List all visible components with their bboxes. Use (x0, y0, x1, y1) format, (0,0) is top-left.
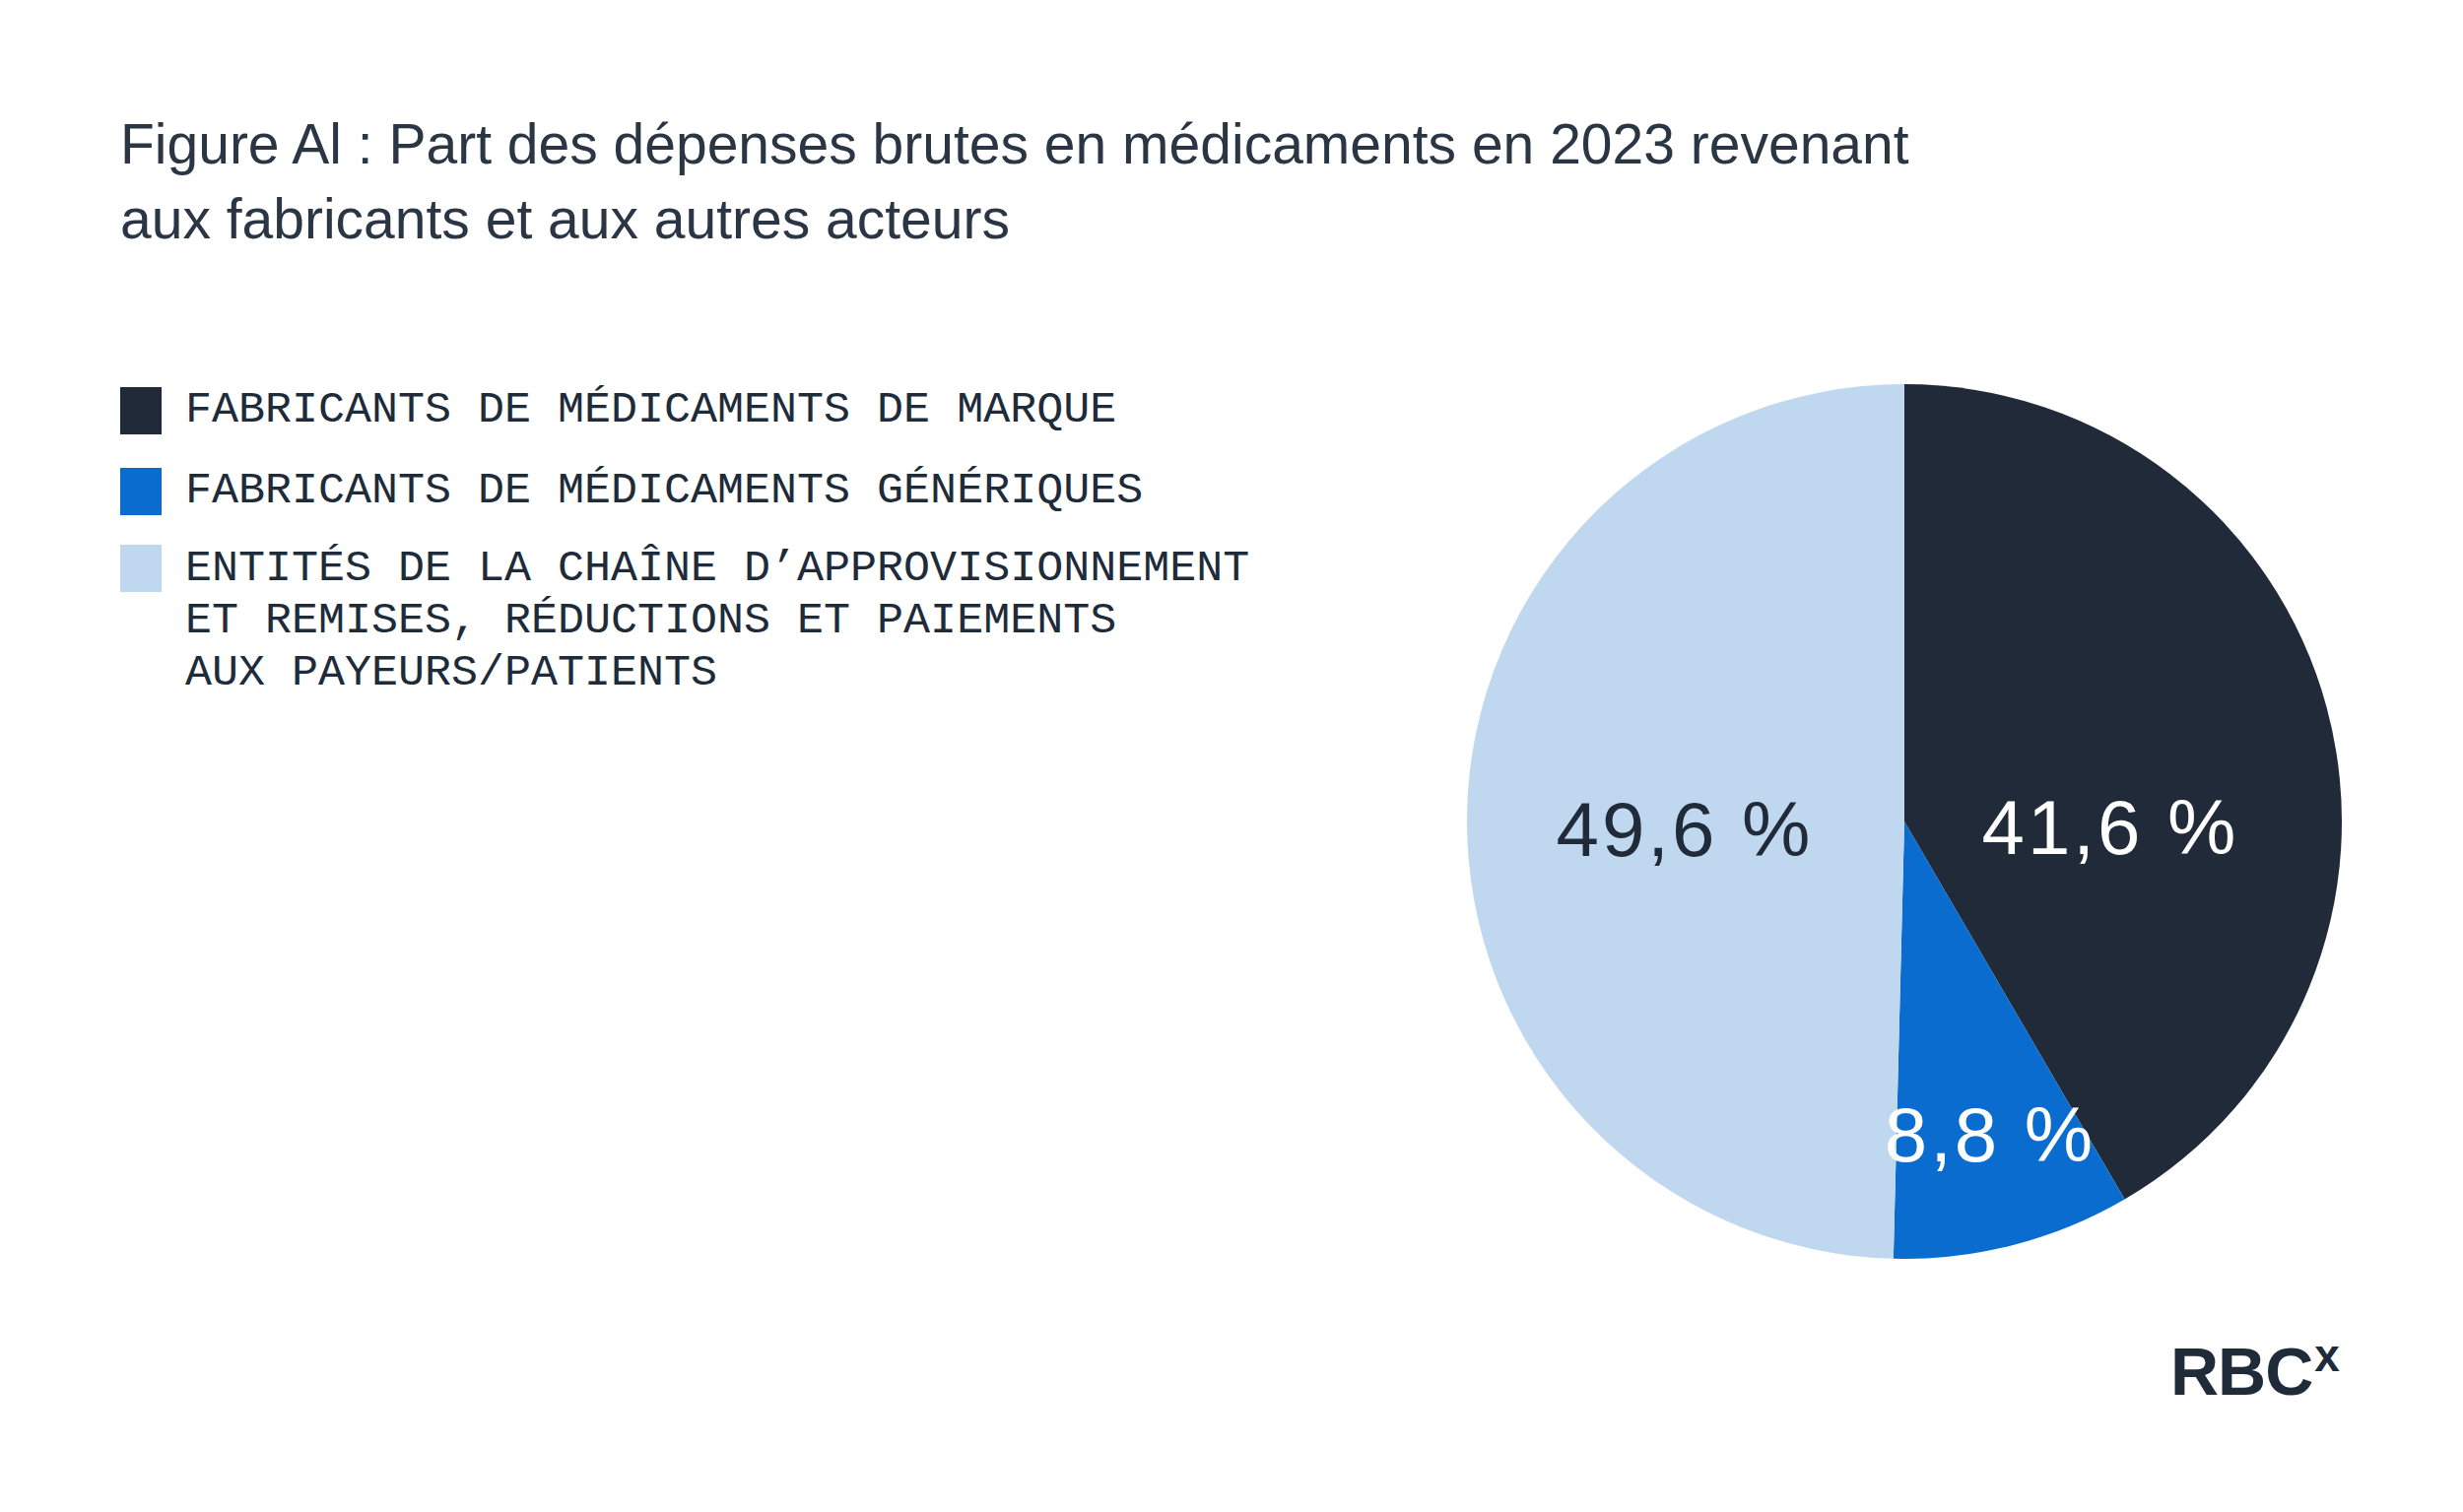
rbcx-logo-text: RBC (2170, 1334, 2312, 1409)
pie-label-supply-chain: 49,6 % (1557, 785, 1814, 875)
legend-swatch-supply-chain (120, 545, 162, 592)
legend-label-supply-chain: ENTITÉS DE LA CHAÎNE D’APPROVISIONNEMENT… (185, 543, 1249, 699)
figure-title-line-1: Figure Al : Part des dépenses brutes en … (120, 106, 1909, 181)
pie-label-brand: 41,6 % (1982, 783, 2239, 873)
pie-label-generic: 8,8 % (1885, 1090, 2096, 1180)
rbcx-logo: RBCx (2170, 1338, 2340, 1405)
rbcx-logo-sup: x (2314, 1333, 2340, 1378)
legend-label-generic: FABRICANTS DE MÉDICAMENTS GÉNÉRIQUES (185, 465, 1143, 517)
legend-swatch-generic (120, 468, 162, 515)
legend-item-supply-chain: ENTITÉS DE LA CHAÎNE D’APPROVISIONNEMENT… (120, 545, 1249, 699)
legend-swatch-brand (120, 387, 162, 434)
legend-item-brand-manufacturers: FABRICANTS DE MÉDICAMENTS DE MARQUE (120, 384, 1116, 436)
figure-title: Figure Al : Part des dépenses brutes en … (120, 106, 1909, 256)
figure-title-line-2: aux fabricants et aux autres acteurs (120, 181, 1909, 256)
legend-item-generic-manufacturers: FABRICANTS DE MÉDICAMENTS GÉNÉRIQUES (120, 465, 1143, 517)
legend-label-brand: FABRICANTS DE MÉDICAMENTS DE MARQUE (185, 384, 1116, 436)
